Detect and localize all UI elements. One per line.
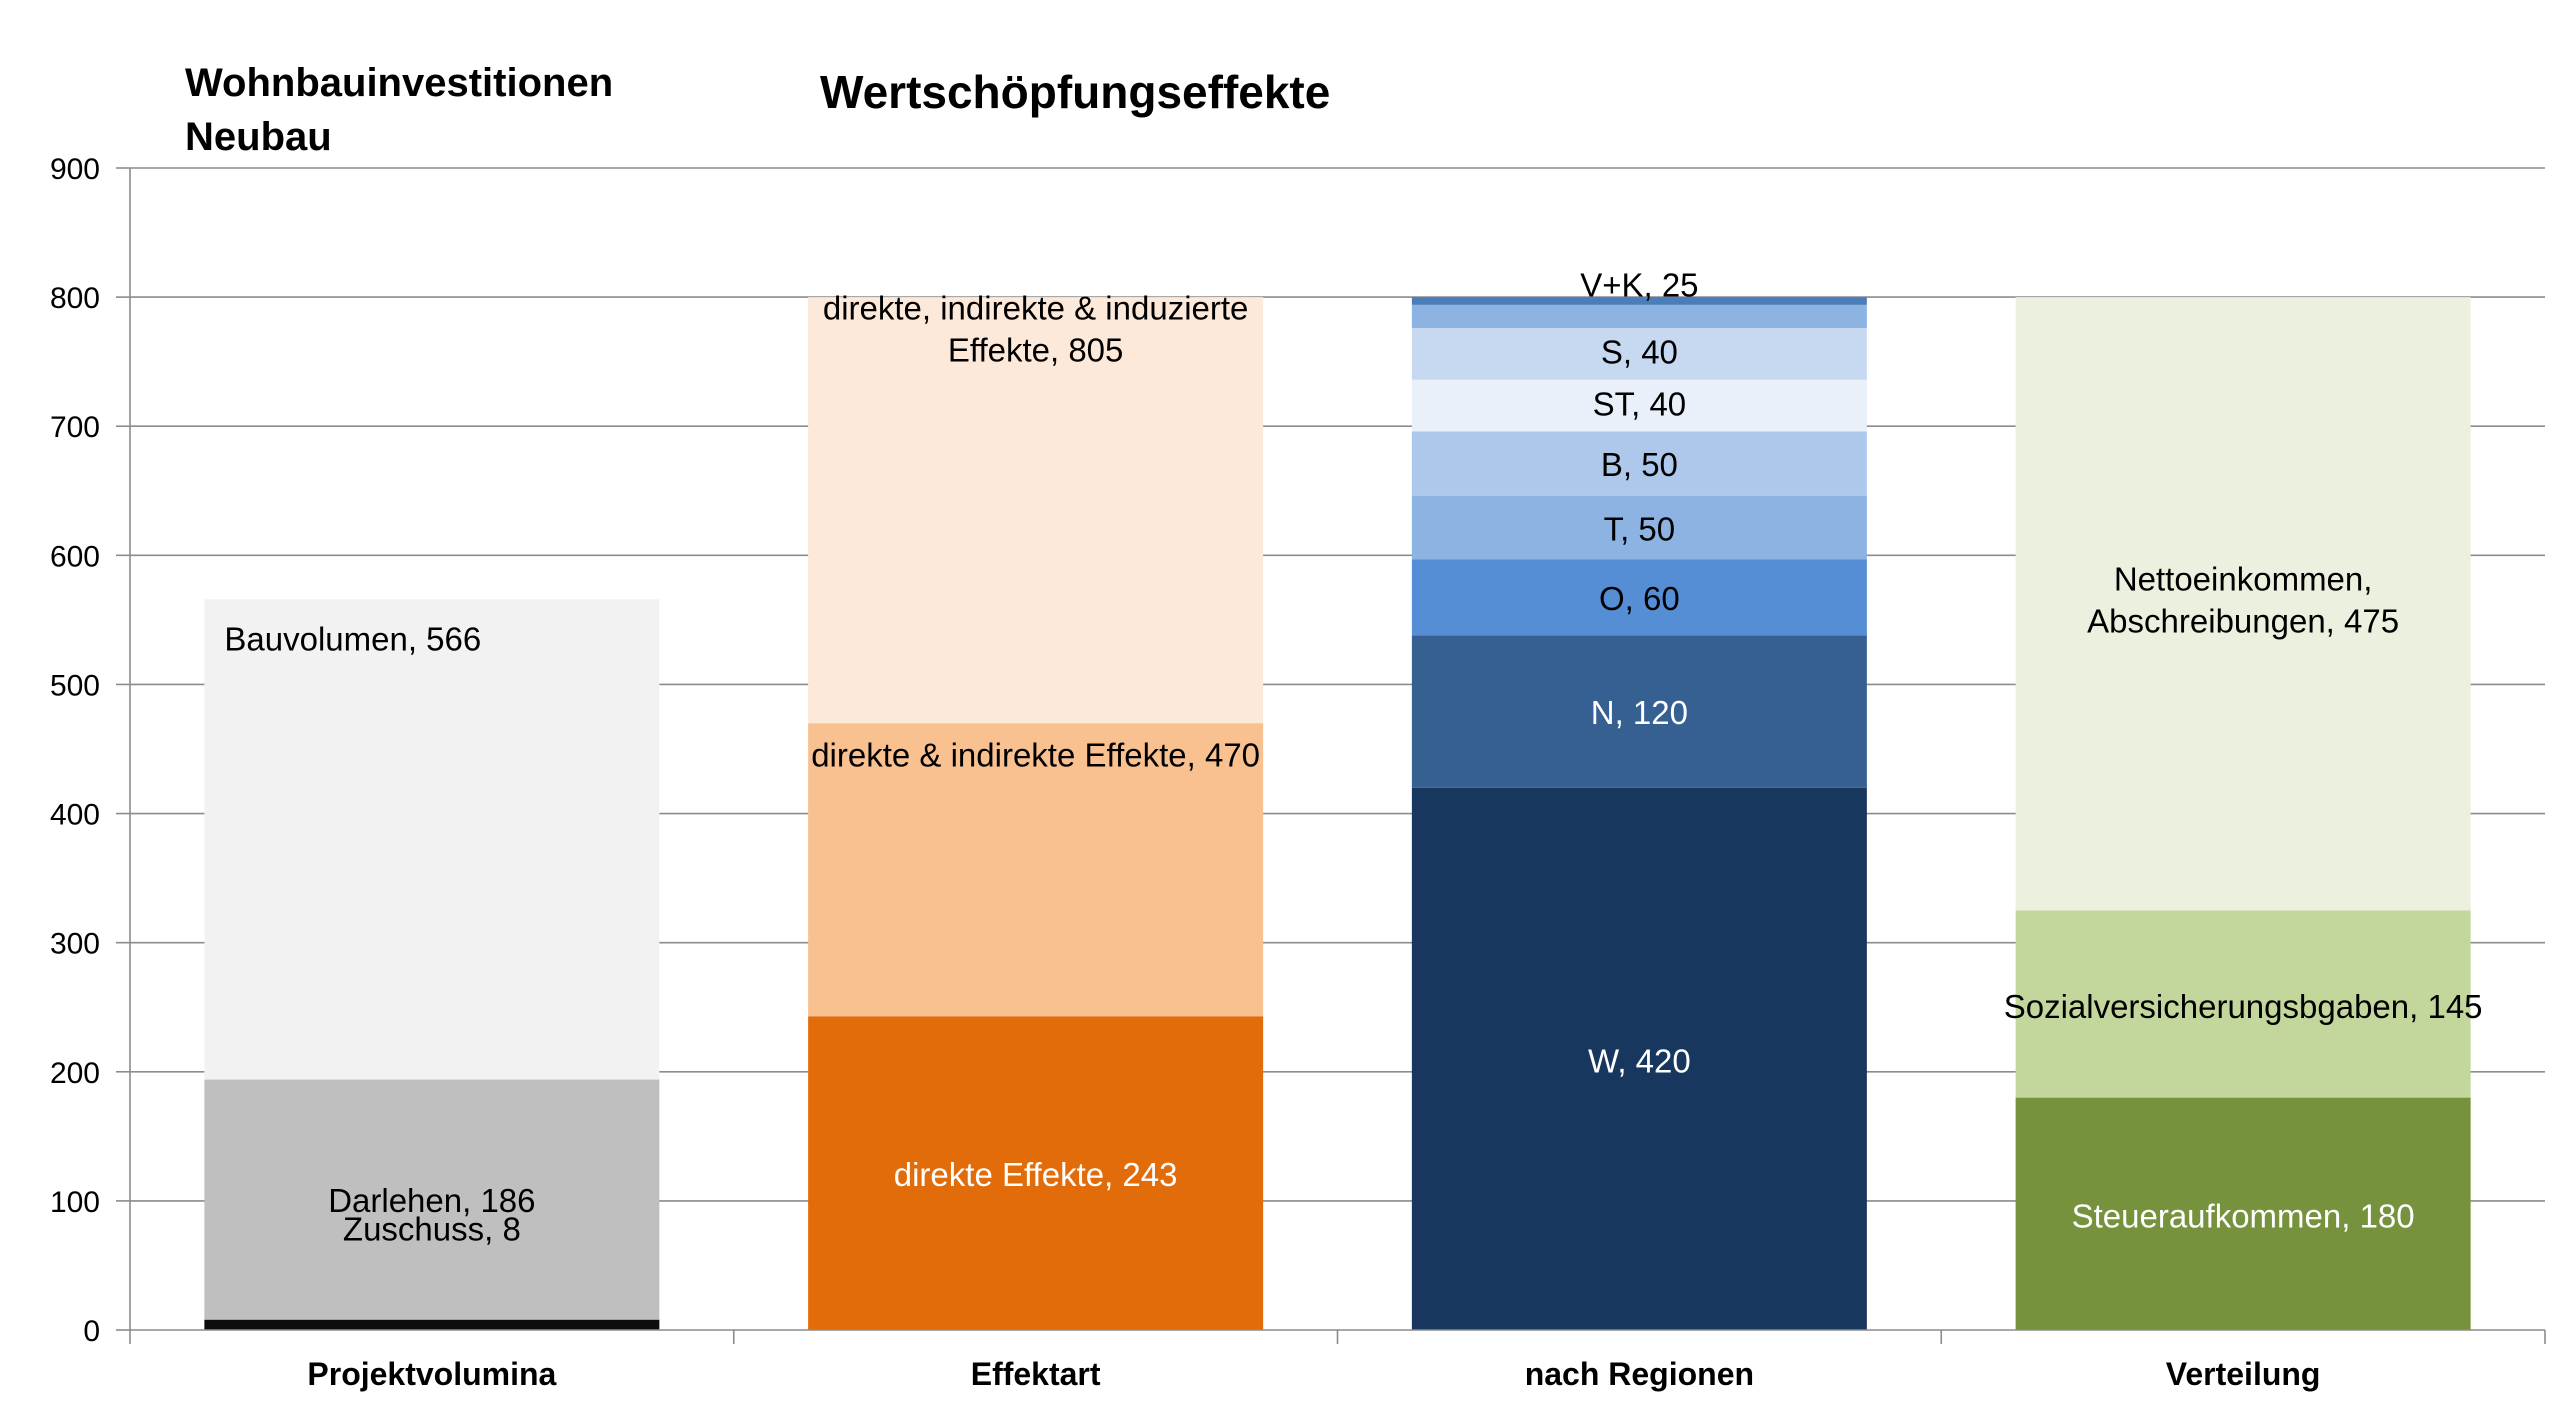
- x-category-label: nach Regionen: [1525, 1356, 1754, 1392]
- bar-segment: [1411, 379, 1867, 432]
- x-category-label: Projektvolumina: [307, 1356, 556, 1392]
- y-tick-label: 900: [50, 153, 100, 186]
- bar-stack: Steueraufkommen, 180 Sozialversicherungsb…: [2004, 297, 2483, 1330]
- y-tick-label: 300: [50, 928, 100, 961]
- y-axis: 0 100 200 300 400 500 600 700 800 900: [50, 153, 131, 1348]
- bar-segment: [1411, 304, 1867, 329]
- data-label: S, 40: [1601, 334, 1678, 371]
- y-tick-label: 600: [50, 540, 100, 573]
- bar-segment: [1411, 787, 1867, 1330]
- data-label: O, 60: [1599, 580, 1680, 617]
- bar-segment: [1411, 635, 1867, 788]
- data-label: Sozialversicherungsbgaben, 145: [2004, 988, 2483, 1025]
- y-tick-label: 400: [50, 799, 100, 832]
- y-tick-label: 700: [50, 411, 100, 444]
- bar-segment: [1411, 431, 1867, 496]
- bar-segment: [808, 723, 1264, 1017]
- bar-segment: [2015, 1097, 2471, 1330]
- y-tick-label: 500: [50, 669, 100, 702]
- data-label: W, 420: [1588, 1042, 1691, 1079]
- bar-segment: [204, 1079, 660, 1320]
- bar-stack: direkte Effekte, 243 direkte & indirekte …: [808, 289, 1264, 1330]
- bar-segment: [1411, 559, 1867, 636]
- data-label: V+K, 25: [1580, 266, 1698, 303]
- y-tick-label: 800: [50, 282, 100, 315]
- chart-title-left-line1: Wohnbauinvestitionen: [185, 61, 613, 105]
- data-label: Zuschuss, 8: [343, 1210, 521, 1247]
- bar-stack: W, 420 N, 120 O, 60 T, 50 B, 50 ST, 40 S, 40 V+…: [1411, 266, 1867, 1330]
- bar-segment: [808, 297, 1264, 724]
- data-label: N, 120: [1591, 694, 1688, 731]
- data-label: direkte, indirekte & induzierte Effekte, …: [823, 289, 1249, 368]
- bar-segment: [1411, 328, 1867, 380]
- chart-title-center: Wertschöpfungseffekte: [820, 66, 1330, 118]
- x-axis: Projektvolumina Effektart nach Regionen Ver…: [129, 1329, 2546, 1392]
- x-category-label: Verteilung: [2166, 1356, 2321, 1392]
- bar-segment: [808, 1016, 1264, 1330]
- bar-segment: [204, 1319, 660, 1330]
- bar-segment: [204, 599, 660, 1080]
- data-label: Nettoeinkommen, Abschreibungen, 475: [2087, 561, 2399, 640]
- y-tick-label: 200: [50, 1057, 100, 1090]
- data-label: ST, 40: [1593, 385, 1687, 422]
- data-label: direkte & indirekte Effekte, 470: [811, 736, 1260, 773]
- bar-segment: [1411, 495, 1867, 560]
- x-category-label: Effektart: [971, 1356, 1101, 1392]
- data-label: B, 50: [1601, 446, 1678, 483]
- data-label: direkte Effekte, 243: [894, 1156, 1178, 1193]
- bar-segment: [2015, 910, 2471, 1098]
- data-label: Darlehen, 186: [328, 1182, 535, 1219]
- y-tick-label: 0: [83, 1315, 100, 1348]
- y-tick-label: 100: [50, 1186, 100, 1219]
- data-label: Steueraufkommen, 180: [2072, 1197, 2415, 1234]
- chart-title-left-line2: Neubau: [185, 115, 332, 159]
- data-label: T, 50: [1604, 511, 1676, 548]
- bar-segment: [2015, 297, 2471, 911]
- bar-segment: [1411, 297, 1867, 305]
- data-label: Bauvolumen, 566: [224, 620, 481, 657]
